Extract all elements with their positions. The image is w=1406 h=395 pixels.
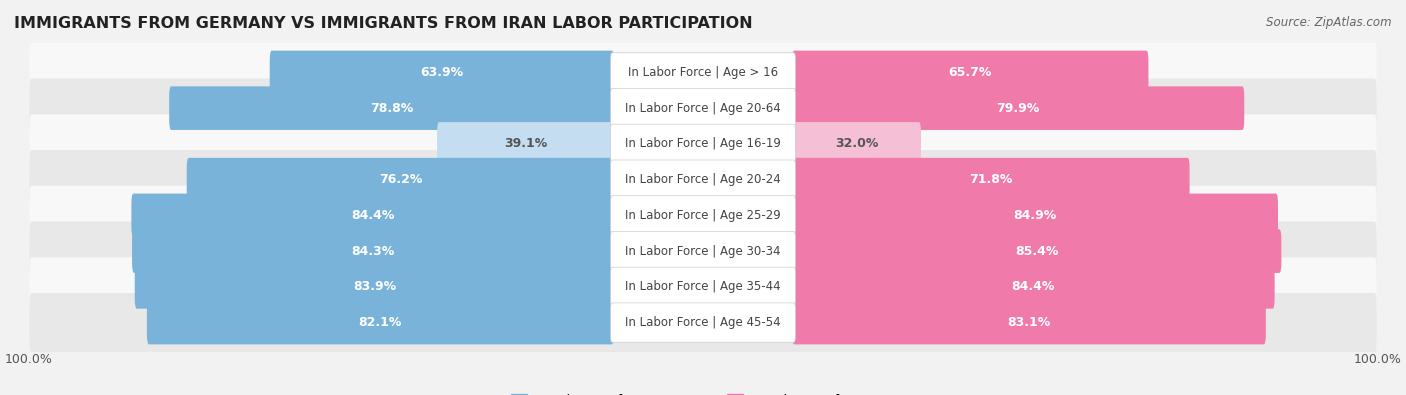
Text: IMMIGRANTS FROM GERMANY VS IMMIGRANTS FROM IRAN LABOR PARTICIPATION: IMMIGRANTS FROM GERMANY VS IMMIGRANTS FR… [14,16,752,31]
FancyBboxPatch shape [610,88,796,128]
Text: 82.1%: 82.1% [359,316,402,329]
Text: 79.9%: 79.9% [997,102,1040,115]
Text: In Labor Force | Age 35-44: In Labor Force | Age 35-44 [626,280,780,293]
FancyBboxPatch shape [132,229,614,273]
FancyBboxPatch shape [610,53,796,92]
Text: 84.4%: 84.4% [1012,280,1054,293]
FancyBboxPatch shape [792,87,1244,130]
FancyBboxPatch shape [610,196,796,235]
Text: In Labor Force | Age 16-19: In Labor Force | Age 16-19 [626,137,780,150]
FancyBboxPatch shape [610,124,796,164]
Text: In Labor Force | Age 20-24: In Labor Force | Age 20-24 [626,173,780,186]
FancyBboxPatch shape [30,150,1376,209]
Text: 76.2%: 76.2% [378,173,422,186]
FancyBboxPatch shape [792,51,1149,94]
FancyBboxPatch shape [610,231,796,271]
Text: 78.8%: 78.8% [370,102,413,115]
FancyBboxPatch shape [792,301,1265,344]
FancyBboxPatch shape [610,160,796,199]
FancyBboxPatch shape [187,158,614,201]
Text: 84.4%: 84.4% [352,209,394,222]
FancyBboxPatch shape [792,194,1278,237]
FancyBboxPatch shape [792,265,1275,308]
FancyBboxPatch shape [30,222,1376,281]
FancyBboxPatch shape [30,79,1376,138]
Text: 83.9%: 83.9% [353,280,396,293]
FancyBboxPatch shape [610,303,796,342]
FancyBboxPatch shape [30,293,1376,352]
Legend: Immigrants from Germany, Immigrants from Iran: Immigrants from Germany, Immigrants from… [510,394,896,395]
FancyBboxPatch shape [792,158,1189,201]
FancyBboxPatch shape [131,194,614,237]
Text: 85.4%: 85.4% [1015,245,1059,258]
Text: 65.7%: 65.7% [949,66,993,79]
Text: In Labor Force | Age 20-64: In Labor Force | Age 20-64 [626,102,780,115]
FancyBboxPatch shape [270,51,614,94]
Text: Source: ZipAtlas.com: Source: ZipAtlas.com [1267,16,1392,29]
FancyBboxPatch shape [30,186,1376,245]
Text: In Labor Force | Age > 16: In Labor Force | Age > 16 [628,66,778,79]
FancyBboxPatch shape [437,122,614,166]
FancyBboxPatch shape [30,43,1376,102]
Text: 84.3%: 84.3% [352,245,395,258]
Text: In Labor Force | Age 30-34: In Labor Force | Age 30-34 [626,245,780,258]
FancyBboxPatch shape [30,257,1376,316]
FancyBboxPatch shape [146,301,614,344]
FancyBboxPatch shape [135,265,614,308]
Text: In Labor Force | Age 25-29: In Labor Force | Age 25-29 [626,209,780,222]
Text: 63.9%: 63.9% [420,66,464,79]
FancyBboxPatch shape [610,267,796,307]
FancyBboxPatch shape [169,87,614,130]
Text: In Labor Force | Age 45-54: In Labor Force | Age 45-54 [626,316,780,329]
FancyBboxPatch shape [792,122,921,166]
Text: 84.9%: 84.9% [1014,209,1057,222]
Text: 71.8%: 71.8% [969,173,1012,186]
FancyBboxPatch shape [792,229,1281,273]
Text: 32.0%: 32.0% [835,137,879,150]
FancyBboxPatch shape [30,114,1376,173]
Text: 83.1%: 83.1% [1007,316,1050,329]
Text: 39.1%: 39.1% [503,137,547,150]
